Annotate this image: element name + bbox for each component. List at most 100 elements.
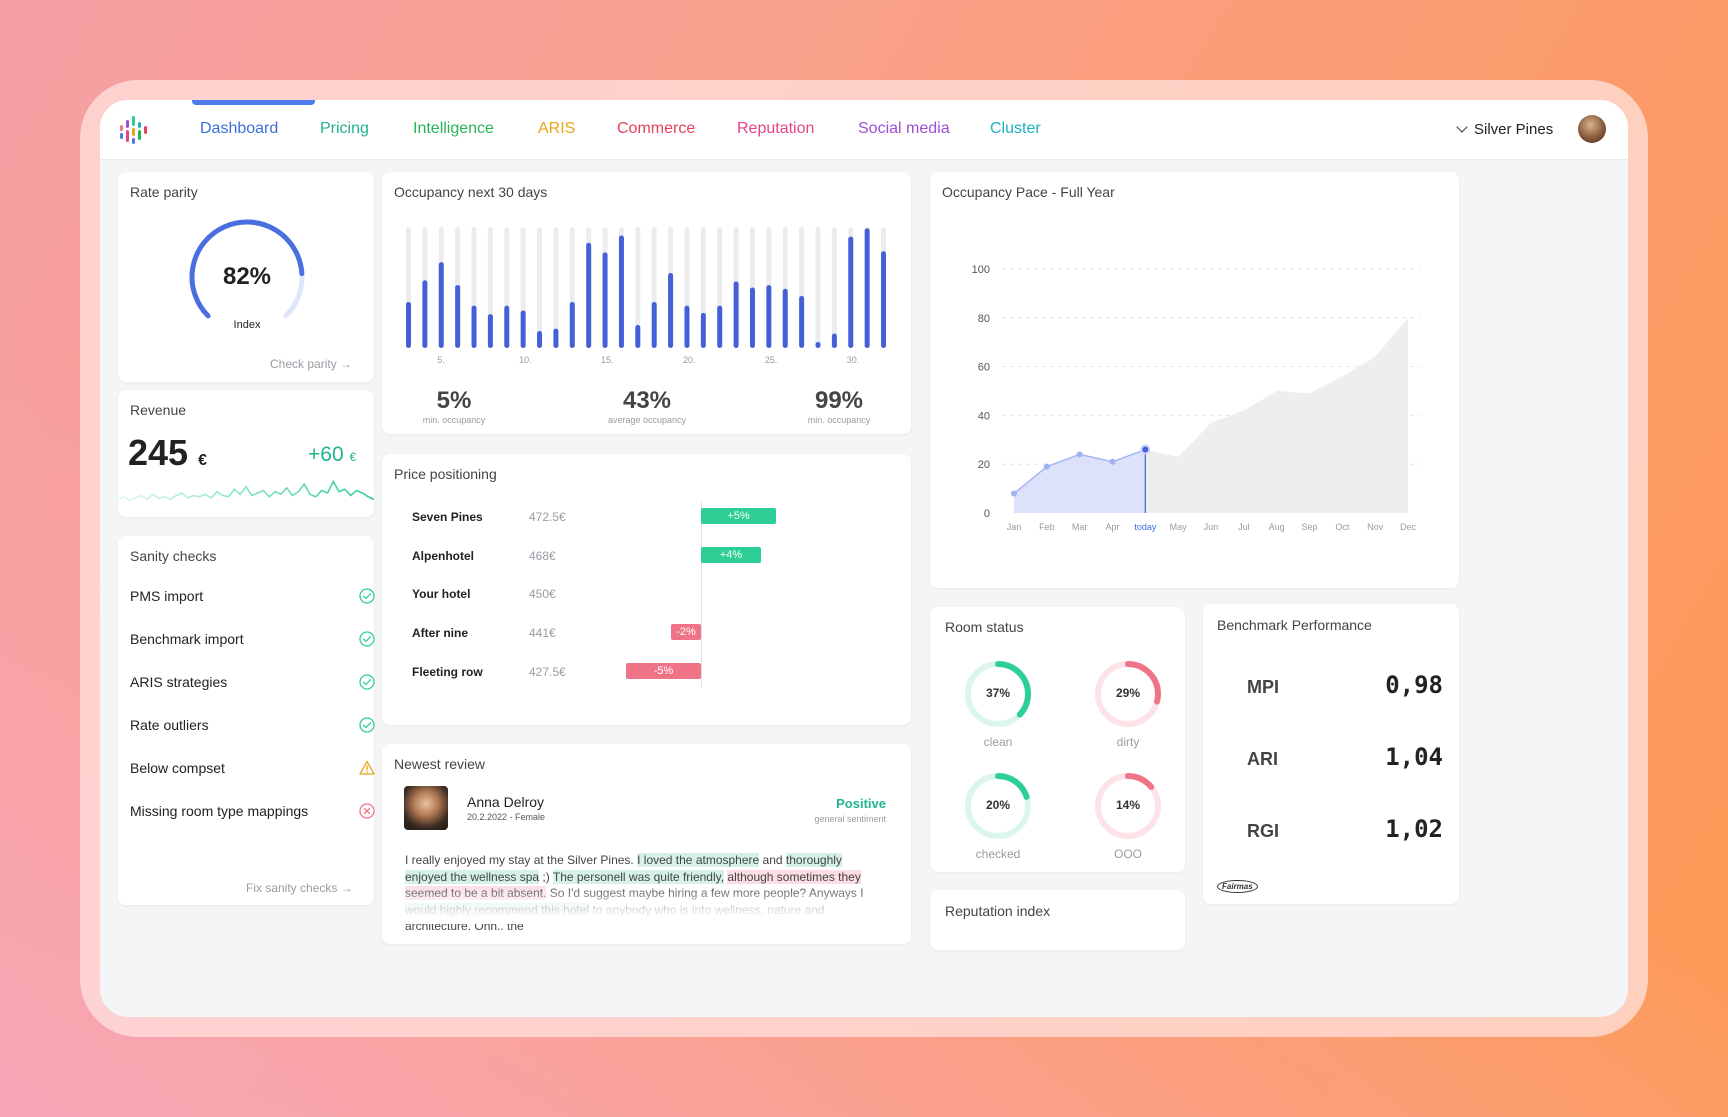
tab-cluster[interactable]: Cluster (990, 120, 1041, 137)
user-avatar[interactable] (1578, 115, 1606, 143)
occupancy-bar-track (815, 227, 821, 348)
occupancy-bar[interactable] (766, 285, 772, 348)
reviewer-avatar (404, 786, 448, 830)
occupancy-bar[interactable] (471, 305, 477, 348)
occupancy-bar[interactable] (487, 314, 493, 348)
pace-point[interactable] (1140, 444, 1151, 455)
warning-icon[interactable] (358, 759, 376, 777)
occupancy-bar[interactable] (586, 242, 592, 348)
review-meta: 20.2.2022 - Female (467, 812, 546, 822)
y-tick-label: 0 (984, 508, 990, 520)
tab-dashboard[interactable]: Dashboard (200, 120, 279, 137)
reputation-index-title: Reputation index (945, 903, 1051, 919)
tab-reputation[interactable]: Reputation (737, 120, 815, 137)
price-positioning-row[interactable]: Seven Pines 472.5€ +5% (382, 508, 902, 528)
check-circle-icon[interactable] (358, 587, 376, 605)
occupancy-bar[interactable] (569, 302, 575, 348)
hotel-selector[interactable]: Silver Pines (1456, 121, 1553, 138)
occupancy-bar[interactable] (455, 285, 461, 348)
room-status-dirty[interactable]: 29% dirty (1093, 659, 1163, 749)
occupancy-bar[interactable] (422, 280, 428, 348)
occupancy-bar[interactable] (717, 305, 723, 348)
competitor-price: 427.5€ (529, 664, 566, 679)
positive-highlight: I loved the atmosphere (637, 853, 760, 867)
review-text-segment: I really enjoyed my stay at the Silver P… (405, 853, 638, 867)
pace-point[interactable] (1076, 451, 1083, 458)
tab-intelligence[interactable]: Intelligence (413, 120, 494, 137)
gauge-fill (189, 219, 305, 319)
occupancy-bar[interactable] (504, 305, 510, 348)
occupancy-bar[interactable] (700, 312, 706, 348)
price-positioning-row[interactable]: Alpenhotel 468€ +4% (382, 546, 902, 567)
review-sentiment-sub: general sentiment (814, 814, 886, 824)
pace-forecast-area (1145, 317, 1408, 513)
occupancy-bar[interactable] (684, 305, 690, 348)
occupancy-bar[interactable] (438, 262, 444, 348)
fix-sanity-checks-label: Fix sanity checks (246, 881, 338, 895)
price-positioning-row[interactable]: After nine 441€ -2% (382, 624, 902, 644)
occupancy-bar[interactable] (406, 302, 411, 348)
pace-actual-area (1014, 449, 1146, 513)
tab-pricing[interactable]: Pricing (320, 120, 369, 137)
occupancy-bar-track (635, 227, 641, 348)
occupancy-bar[interactable] (520, 310, 526, 348)
check-parity-link[interactable]: Check parity → (270, 357, 352, 371)
occupancy-bar[interactable] (668, 272, 674, 348)
competitor-name: After nine (412, 626, 469, 641)
occupancy-bar[interactable] (733, 281, 739, 348)
pace-point[interactable] (1011, 490, 1017, 497)
donut-value: 37% (985, 686, 1011, 700)
x-tick-label: Jun (1204, 522, 1219, 532)
app-logo-icon[interactable] (118, 114, 150, 146)
tab-social-media[interactable]: Social media (858, 120, 950, 137)
occupancy-bar[interactable] (881, 251, 887, 348)
occupancy-bar[interactable] (537, 331, 543, 348)
occupancy-bar[interactable] (553, 328, 559, 348)
check-circle-icon[interactable] (358, 673, 376, 691)
fix-sanity-checks-link[interactable]: Fix sanity checks → (246, 881, 353, 895)
room-status-clean[interactable]: 37% clean (963, 659, 1033, 749)
occupancy-bar[interactable] (635, 325, 641, 348)
occupancy-bar[interactable] (831, 333, 837, 348)
occupancy-bar[interactable] (782, 288, 788, 348)
check-circle-icon[interactable] (358, 630, 376, 648)
price-delta-bar: -2% (671, 624, 701, 641)
occupancy-bar[interactable] (618, 235, 624, 348)
tab-commerce[interactable]: Commerce (617, 120, 696, 137)
benchmark-mpi-label: MPI (1247, 677, 1280, 697)
price-positioning-row[interactable]: Your hotel 450€ (382, 585, 902, 605)
price-positioning-title: Price positioning (394, 466, 497, 482)
error-circle-icon[interactable] (358, 802, 376, 820)
room-status-title: Room status (945, 619, 1024, 635)
check-circle-icon[interactable] (358, 716, 376, 734)
sanity-item-label: PMS import (130, 588, 204, 604)
review-fade-overlay (382, 884, 911, 924)
occupancy-stat-value: 43% (622, 387, 672, 414)
tab-aris[interactable]: ARIS (538, 120, 576, 137)
occupancy-bar[interactable] (799, 295, 805, 348)
x-tick-label: Feb (1039, 522, 1055, 532)
occupancy-bar[interactable] (651, 302, 657, 348)
occupancy-bar[interactable] (848, 236, 854, 348)
room-status-checked[interactable]: 20% checked (963, 771, 1033, 861)
y-tick-label: 80 (978, 313, 990, 325)
room-status-ooo[interactable]: 14% OOO (1093, 771, 1163, 861)
pace-point[interactable] (1043, 463, 1050, 470)
benchmark-ari-value: 1,04 (1385, 743, 1443, 771)
y-tick-label: 60 (978, 362, 990, 374)
donut-label: OOO (1113, 847, 1142, 861)
donut-chart (965, 661, 1031, 727)
price-positioning-row[interactable]: Fleeting row 427.5€ -5% (382, 662, 902, 683)
app-window: Dashboard Pricing Intelligence ARIS Commerce… (100, 100, 1628, 1017)
y-tick-label: 100 (972, 264, 990, 276)
occupancy-bar[interactable] (602, 252, 608, 348)
occupancy-bar[interactable] (815, 341, 821, 348)
pace-point[interactable] (1109, 458, 1116, 465)
top-navigation: Dashboard Pricing Intelligence ARIS Commerce… (100, 100, 1628, 160)
occupancy-bar[interactable] (749, 287, 755, 349)
occupancy-tick-label: 10. (519, 355, 532, 365)
price-delta-bar: +4% (701, 546, 761, 563)
occupancy-bar[interactable] (864, 228, 870, 348)
benchmark-ari-label: ARI (1247, 749, 1278, 769)
donut-fill (965, 661, 1031, 727)
